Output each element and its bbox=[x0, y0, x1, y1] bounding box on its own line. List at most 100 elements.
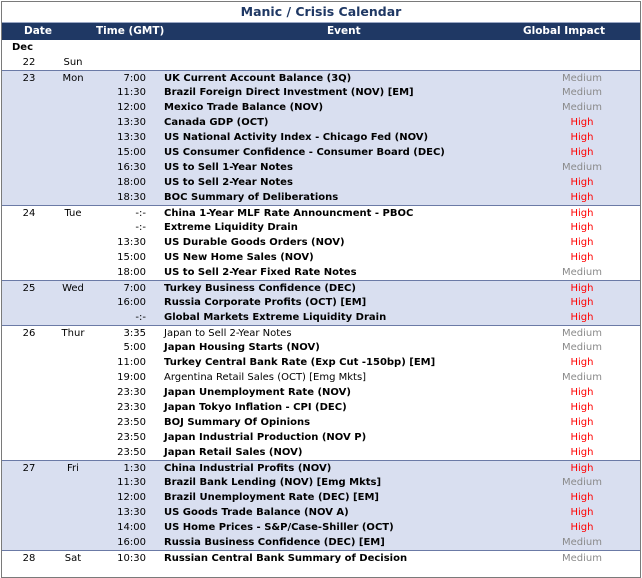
table-row: 16:00 Russia Corporate Profits (OCT) [EM]… bbox=[2, 295, 640, 310]
row-impact: Medium bbox=[562, 162, 602, 173]
row-time: 11:30 bbox=[117, 87, 146, 98]
row-impact: High bbox=[570, 132, 594, 143]
row-impact: Medium bbox=[562, 477, 602, 488]
table-row: 27 Fri 1:30 China Industrial Profits (NOV) H… bbox=[2, 460, 640, 475]
row-event: Brazil Unemployment Rate (DEC) [EM] bbox=[164, 492, 379, 503]
row-impact: High bbox=[570, 252, 594, 263]
table-row: 13:30 US Durable Goods Orders (NOV) High bbox=[2, 235, 640, 250]
table-row: 23:30 Japan Unemployment Rate (NOV) High bbox=[2, 385, 640, 400]
row-impact: Medium bbox=[562, 73, 602, 84]
row-event: Japan Industrial Production (NOV P) bbox=[164, 432, 367, 443]
table-row: 13:30 US Goods Trade Balance (NOV A) High bbox=[2, 505, 640, 520]
row-impact: High bbox=[570, 387, 594, 398]
table-row: 13:30 US National Activity Index - Chicag… bbox=[2, 130, 640, 145]
row-impact: High bbox=[570, 507, 594, 518]
row-event: Turkey Central Bank Rate (Exp Cut -150bp… bbox=[164, 357, 436, 368]
row-time: 13:30 bbox=[117, 507, 146, 518]
row-impact: Medium bbox=[562, 328, 602, 339]
table-row: 12:00 Mexico Trade Balance (NOV) Medium bbox=[2, 100, 640, 115]
row-time: 19:00 bbox=[117, 372, 146, 383]
row-time: 11:30 bbox=[117, 477, 146, 488]
row-event: China 1-Year MLF Rate Announcment - PBOC bbox=[164, 208, 414, 219]
row-event: US Home Prices - S&P/Case-Shiller (OCT) bbox=[164, 522, 394, 533]
row-time: 14:00 bbox=[117, 522, 146, 533]
table-row: 18:30 BOC Summary of Deliberations High bbox=[2, 190, 640, 205]
header-time: Time (GMT) bbox=[96, 25, 165, 37]
row-time: 18:30 bbox=[117, 192, 146, 203]
table-row: 25 Wed 7:00 Turkey Business Confidence (DEC… bbox=[2, 280, 640, 295]
table-row: 23:50 BOJ Summary Of Opinions High bbox=[2, 415, 640, 430]
table-header: Date Time (GMT) Event Global Impact Pote… bbox=[2, 23, 640, 54]
table-row: 18:00 US to Sell 2-Year Fixed Rate Notes M… bbox=[2, 265, 640, 280]
row-time: -:- bbox=[135, 208, 146, 219]
row-event: Russia Corporate Profits (OCT) [EM] bbox=[164, 297, 367, 308]
table-row: 15:00 US Consumer Confidence - Consumer B… bbox=[2, 145, 640, 160]
row-event: Extreme Liquidity Drain bbox=[164, 222, 298, 233]
row-date: 24 bbox=[22, 208, 36, 219]
row-event: US Consumer Confidence - Consumer Board … bbox=[164, 147, 445, 158]
row-time: 16:00 bbox=[117, 537, 146, 548]
row-date: 23 bbox=[22, 73, 36, 84]
row-time: 7:00 bbox=[123, 283, 146, 294]
row-time: 13:30 bbox=[117, 117, 146, 128]
table-row: -:- Global Markets Extreme Liquidity Drai… bbox=[2, 310, 640, 325]
table-row: 28 Sat 10:30 Russian Central Bank Summary o… bbox=[2, 550, 640, 565]
row-time: 13:30 bbox=[117, 237, 146, 248]
row-impact: Medium bbox=[562, 342, 602, 353]
header-date: Date bbox=[24, 25, 52, 37]
row-event: US Goods Trade Balance (NOV A) bbox=[164, 507, 349, 518]
header-event: Event bbox=[327, 25, 361, 37]
row-impact: High bbox=[570, 192, 594, 203]
table-row: 22 Sun bbox=[2, 55, 640, 70]
row-event: Japan Tokyo Inflation - CPI (DEC) bbox=[164, 402, 347, 413]
month-label: Dec bbox=[12, 42, 34, 53]
table-row: 14:00 US Home Prices - S&P/Case-Shiller (… bbox=[2, 520, 640, 535]
row-impact: Medium bbox=[562, 553, 602, 564]
row-event: BOC Summary of Deliberations bbox=[164, 192, 339, 203]
row-day: Fri bbox=[67, 463, 79, 474]
row-date: 25 bbox=[22, 283, 36, 294]
row-date: 27 bbox=[22, 463, 36, 474]
table-row: 19:00 Argentina Retail Sales (OCT) [Emg M… bbox=[2, 370, 640, 385]
table-row: -:- Extreme Liquidity Drain High bbox=[2, 220, 640, 235]
row-impact: High bbox=[570, 492, 594, 503]
row-time: 12:00 bbox=[117, 492, 146, 503]
row-event: Brazil Bank Lending (NOV) [Emg Mkts] bbox=[164, 477, 382, 488]
table-row: 5:00 Japan Housing Starts (NOV) Medium bbox=[2, 340, 640, 355]
row-time: 1:30 bbox=[123, 463, 146, 474]
row-event: Brazil Foreign Direct Investment (NOV) [… bbox=[164, 87, 414, 98]
row-impact: High bbox=[570, 147, 594, 158]
row-time: 18:00 bbox=[117, 267, 146, 278]
row-impact: High bbox=[570, 417, 594, 428]
row-time: 15:00 bbox=[117, 147, 146, 158]
table-row: 16:00 Russia Business Confidence (DEC) [E… bbox=[2, 535, 640, 550]
row-time: 23:30 bbox=[117, 402, 146, 413]
row-day: Sat bbox=[64, 553, 82, 564]
row-time: 23:50 bbox=[117, 417, 146, 428]
row-impact: Medium bbox=[562, 537, 602, 548]
row-event: Mexico Trade Balance (NOV) bbox=[164, 102, 324, 113]
row-event: Russian Central Bank Summary of Decision bbox=[164, 553, 408, 564]
row-event: US to Sell 2-Year Fixed Rate Notes bbox=[164, 267, 357, 278]
table-body: Dec 22 Sun 23 Mon 7:00 UK Current Account Bal… bbox=[2, 40, 640, 565]
row-day: Thur bbox=[61, 328, 85, 339]
table-row: 23:50 Japan Retail Sales (NOV) High bbox=[2, 445, 640, 460]
row-impact: High bbox=[570, 522, 594, 533]
row-time: 18:00 bbox=[117, 177, 146, 188]
row-event: Japan Unemployment Rate (NOV) bbox=[164, 387, 351, 398]
table-row: 11:00 Turkey Central Bank Rate (Exp Cut -… bbox=[2, 355, 640, 370]
table-row: 11:30 Brazil Bank Lending (NOV) [Emg Mkts… bbox=[2, 475, 640, 490]
row-impact: Medium bbox=[562, 87, 602, 98]
row-event: US to Sell 1-Year Notes bbox=[164, 162, 293, 173]
row-time: 5:00 bbox=[123, 342, 146, 353]
row-impact: Medium bbox=[562, 102, 602, 113]
table-row: 23 Mon 7:00 UK Current Account Balance (3Q)… bbox=[2, 70, 640, 85]
row-event: Japan Housing Starts (NOV) bbox=[164, 342, 320, 353]
row-event: UK Current Account Balance (3Q) bbox=[164, 73, 352, 84]
table-row: 16:30 US to Sell 1-Year Notes Medium bbox=[2, 160, 640, 175]
row-impact: High bbox=[570, 237, 594, 248]
row-event: US Durable Goods Orders (NOV) bbox=[164, 237, 345, 248]
row-event: China Industrial Profits (NOV) bbox=[164, 463, 332, 474]
row-date: 22 bbox=[22, 57, 36, 68]
